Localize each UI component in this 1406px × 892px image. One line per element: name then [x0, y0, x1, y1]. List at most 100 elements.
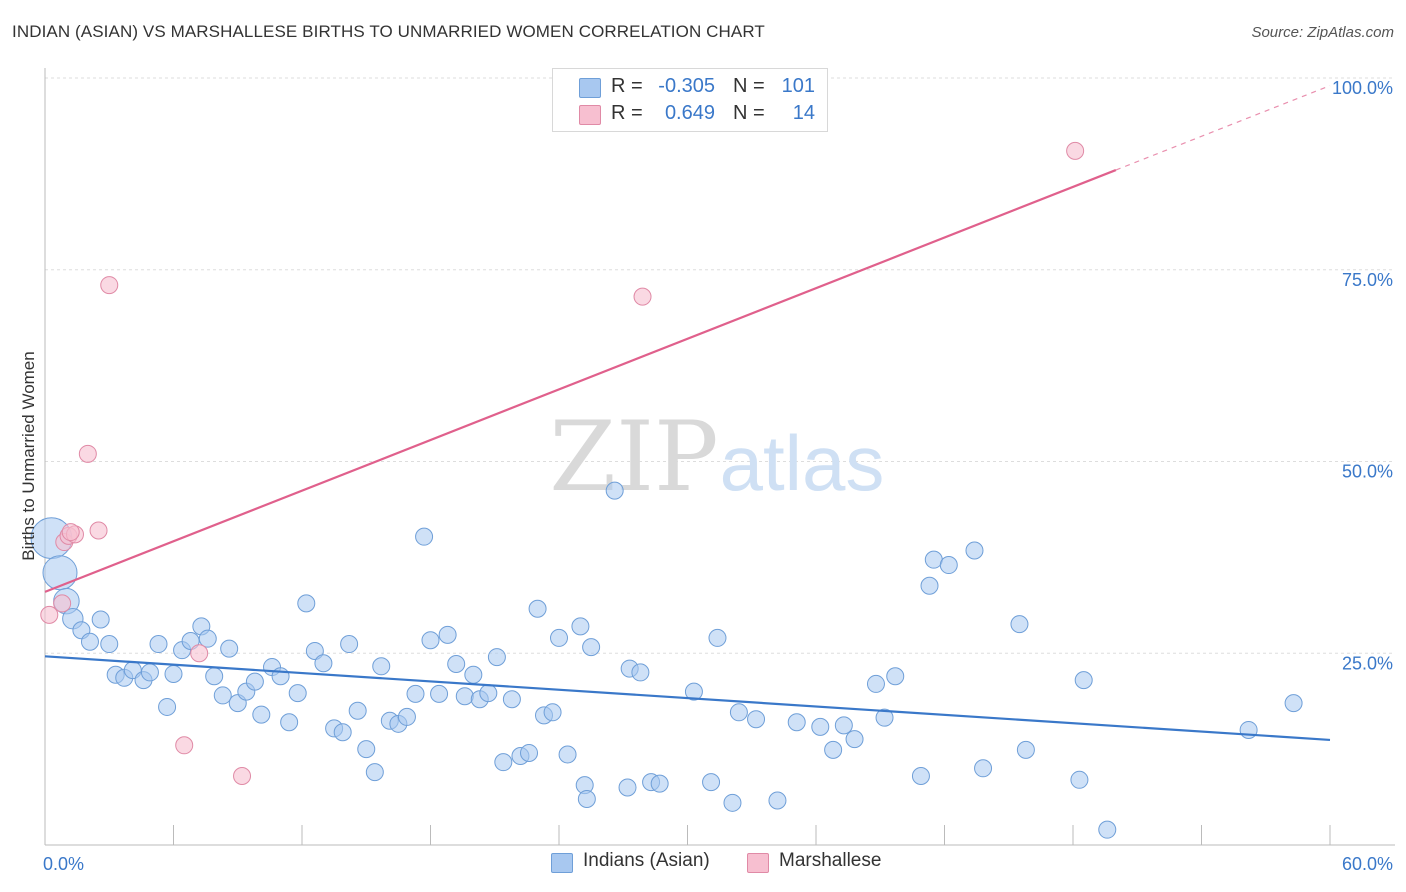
indians-point — [397, 707, 416, 726]
legend-row-indians: R = -0.305 N = 101 — [553, 75, 827, 101]
indians-point — [965, 541, 984, 560]
indians-point — [140, 663, 159, 682]
indians-point — [571, 617, 590, 636]
indians-point — [479, 684, 498, 703]
y-axis-label: Births to Unmarried Women — [19, 351, 38, 560]
indians-point — [42, 555, 78, 591]
indians-point — [729, 703, 748, 722]
marshallese-point — [100, 276, 119, 295]
indians-point — [834, 716, 853, 735]
indians-point — [911, 766, 930, 785]
legend-r-label: R = — [611, 102, 643, 124]
indians-point — [91, 610, 110, 629]
indians-point — [245, 672, 264, 691]
indians-point — [158, 697, 177, 716]
indians-point — [528, 599, 547, 618]
marshallese-point — [1066, 141, 1085, 160]
x-tick-label: 0.0% — [43, 854, 84, 874]
indians-point — [1010, 615, 1029, 634]
indians-point — [305, 641, 324, 660]
indians-point — [252, 705, 271, 724]
indians-point — [939, 556, 958, 575]
legend-n-value: 101 — [781, 75, 815, 97]
trend-lines — [44, 85, 1331, 742]
x-tick-labels: 0.0% 60.0% — [43, 854, 1393, 874]
indians-point — [220, 639, 239, 658]
source-label: Source: ZipAtlas.com — [1251, 24, 1394, 41]
correlation-legend: R = -0.305 N = 101 R = 0.649 N = 14 — [552, 68, 828, 132]
y-tick-label: 100.0% — [1332, 78, 1393, 98]
indians-point — [357, 740, 376, 759]
y-tick-label: 25.0% — [1342, 653, 1393, 673]
indians-point — [866, 674, 885, 693]
indians-point — [164, 664, 183, 683]
indians-point — [415, 527, 434, 546]
indians-point — [447, 654, 466, 673]
indians-legend-label: Indians (Asian) — [583, 850, 710, 871]
indians-point — [702, 773, 721, 792]
marshallese-point — [61, 523, 80, 542]
marshallese-point — [233, 766, 252, 785]
y-tick-label: 75.0% — [1342, 270, 1393, 290]
legend-n-value: 14 — [792, 102, 815, 124]
indians-swatch — [579, 78, 601, 98]
indians-point — [502, 690, 521, 709]
indians-point — [213, 686, 232, 705]
indians-point — [487, 648, 506, 667]
x-tick-label: 60.0% — [1342, 854, 1393, 874]
marshallese-point — [175, 736, 194, 755]
y-tick-labels: 25.0% 50.0% 75.0% 100.0% — [1332, 78, 1393, 673]
indians-point — [824, 740, 843, 759]
marshallese-point — [40, 605, 59, 624]
indians-point — [288, 684, 307, 703]
legend-n-label: N = — [733, 75, 765, 97]
indians-point — [550, 628, 568, 647]
indians-point — [297, 594, 316, 613]
chart-title: INDIAN (ASIAN) VS MARSHALLESE BIRTHS TO … — [12, 22, 765, 41]
indians-point — [787, 713, 806, 732]
indians-point — [811, 717, 830, 736]
marshallese-point — [89, 521, 108, 540]
indians-point — [577, 789, 596, 808]
indians-point — [149, 635, 168, 654]
indians-point — [406, 684, 425, 703]
indians-point — [974, 759, 993, 778]
marshallese-trend-line — [44, 169, 1117, 593]
marshallese-point — [190, 644, 209, 663]
indians-point — [1284, 694, 1303, 713]
marshallese-legend-swatch — [747, 853, 769, 873]
indians-point — [314, 654, 333, 673]
gridlines — [45, 77, 1395, 654]
indians-point — [1074, 671, 1093, 690]
legend-row-marshallese: R = 0.649 N = 14 — [553, 102, 827, 128]
indians-point — [924, 550, 943, 569]
indians-point — [875, 708, 894, 727]
indians-point — [582, 638, 601, 657]
indians-point — [438, 625, 457, 644]
legend-r-value: -0.305 — [658, 75, 715, 97]
indians-point — [618, 778, 637, 797]
indians-point — [205, 667, 224, 686]
y-tick-label: 50.0% — [1342, 462, 1393, 482]
indians-point — [747, 710, 766, 729]
indians-point — [768, 791, 787, 810]
indians-point — [348, 701, 367, 720]
indians-point — [372, 657, 391, 676]
indians-point — [100, 635, 119, 654]
indians-trend-line — [44, 655, 1331, 742]
indians-legend-swatch — [551, 853, 573, 873]
indians-point — [494, 753, 513, 772]
indians-points — [30, 481, 1303, 839]
indians-point — [1016, 740, 1035, 759]
indians-point — [723, 793, 742, 812]
indians-point — [198, 629, 217, 648]
indians-point — [421, 631, 440, 650]
marshallese-legend-label: Marshallese — [779, 850, 882, 871]
indians-point — [650, 774, 669, 793]
indians-point — [920, 576, 939, 595]
indians-point — [464, 665, 483, 684]
watermark: ZIP atlas — [549, 401, 884, 513]
indians-point — [1098, 820, 1117, 839]
axes — [44, 68, 1395, 846]
